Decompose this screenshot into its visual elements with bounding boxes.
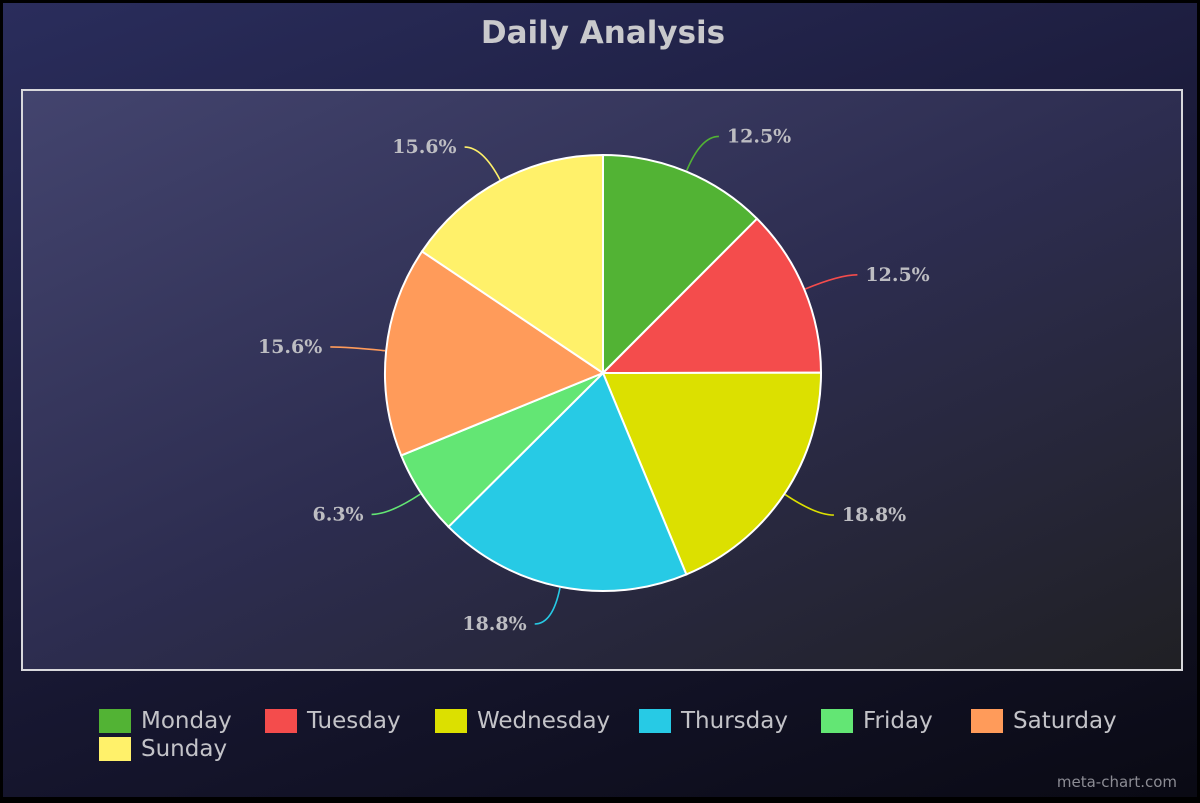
slice-label-saturday: 15.6% — [258, 336, 322, 358]
legend-label-saturday: Saturday — [1013, 708, 1117, 734]
watermark: meta-chart.com — [1056, 773, 1177, 791]
legend-item-monday[interactable]: Monday — [99, 707, 232, 735]
pie-slice-thursday[interactable] — [447, 371, 688, 593]
legend-item-tuesday[interactable]: Tuesday — [265, 707, 401, 735]
legend-swatch-saturday — [971, 709, 1003, 733]
leader-line-sunday — [464, 146, 501, 181]
legend-label-friday: Friday — [863, 708, 933, 734]
legend-swatch-friday — [821, 709, 853, 733]
legend-item-thursday[interactable]: Thursday — [639, 707, 788, 735]
legend-label-monday: Monday — [141, 708, 232, 734]
pie-slice-sunday[interactable] — [420, 153, 604, 375]
leader-line-friday — [371, 493, 421, 516]
pie-chart: 12.5% 12.5% 18.8% 18.8% 6.3% 15.6% 15.6% — [258, 125, 930, 635]
leader-line-saturday — [330, 346, 386, 352]
legend-label-tuesday: Tuesday — [307, 708, 401, 734]
pie-slice-saturday[interactable] — [384, 250, 606, 457]
leader-line-monday — [685, 135, 719, 171]
legend-swatch-wednesday — [435, 709, 467, 733]
slice-label-tuesday: 12.5% — [865, 264, 929, 286]
slice-label-sunday: 15.6% — [392, 136, 456, 158]
slice-label-friday: 6.3% — [312, 503, 363, 525]
legend-label-wednesday: Wednesday — [477, 708, 611, 734]
legend-item-wednesday[interactable]: Wednesday — [435, 707, 610, 735]
legend-item-friday[interactable]: Friday — [821, 707, 933, 735]
legend-label-thursday: Thursday — [681, 708, 788, 734]
slice-label-monday: 12.5% — [727, 125, 791, 147]
legend-swatch-tuesday — [265, 709, 297, 733]
pie-slice-tuesday[interactable] — [600, 217, 823, 375]
legend-swatch-monday — [99, 709, 131, 733]
leader-line-wednesday — [784, 493, 834, 516]
legend-swatch-thursday — [639, 709, 671, 733]
leader-line-tuesday — [804, 274, 858, 290]
legend-item-saturday[interactable]: Saturday — [971, 707, 1117, 735]
pie-slice-wednesday[interactable] — [601, 371, 823, 576]
leader-line-thursday — [534, 587, 561, 625]
legend-swatch-sunday — [99, 737, 131, 761]
chart-title: Daily Analysis — [480, 15, 726, 51]
slice-label-wednesday: 18.8% — [842, 504, 906, 526]
slice-label-thursday: 18.8% — [462, 613, 526, 635]
legend-item-sunday[interactable]: Sunday — [99, 735, 227, 763]
legend-label-sunday: Sunday — [141, 736, 228, 762]
pie-slice-monday[interactable] — [602, 153, 759, 376]
